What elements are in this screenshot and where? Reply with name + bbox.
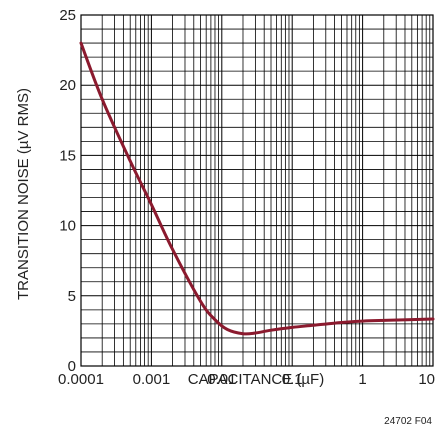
x-axis-label: CAPACITANCE (µF) bbox=[188, 371, 324, 388]
x-tick-label: 0.01 bbox=[207, 371, 236, 388]
x-tick-label: 0.001 bbox=[133, 371, 171, 388]
x-tick-label: 1 bbox=[358, 371, 366, 388]
y-tick-label: 5 bbox=[68, 288, 76, 305]
y-tick-label: 0 bbox=[68, 358, 76, 375]
y-tick-label: 20 bbox=[59, 77, 76, 94]
grid bbox=[81, 15, 433, 366]
series-line bbox=[79, 41, 435, 336]
y-tick-label: 10 bbox=[59, 218, 76, 235]
x-tick-label: 0.1 bbox=[282, 371, 303, 388]
x-tick-labels: 0.0001 0.001 0.01 0.1 1 10 bbox=[58, 371, 435, 388]
figure-code: 24702 F04 bbox=[384, 416, 432, 427]
plot-frame bbox=[80, 14, 434, 367]
x-tick-label: 0.0001 bbox=[58, 371, 104, 388]
y-tick-labels: 0 5 10 15 20 25 bbox=[59, 7, 76, 375]
y-tick-label: 15 bbox=[59, 147, 76, 164]
y-axis-label: TRANSITION NOISE (µV RMS) bbox=[15, 88, 32, 300]
y-tick-label: 25 bbox=[59, 7, 76, 24]
x-tick-label: 10 bbox=[418, 371, 435, 388]
